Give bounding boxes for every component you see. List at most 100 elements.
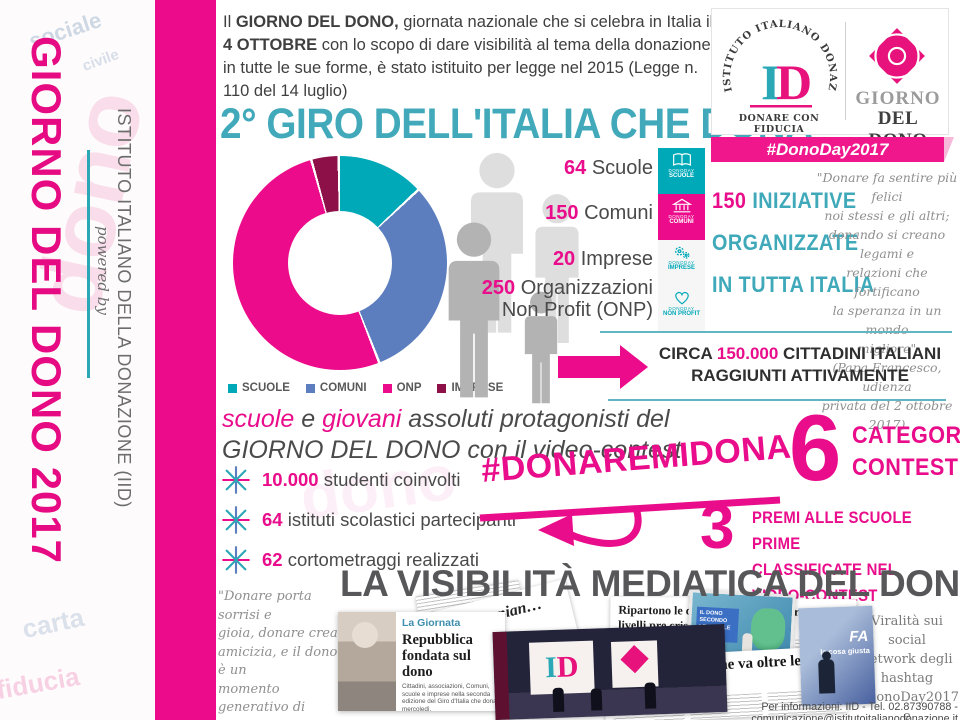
logo-monogram-d: D (776, 54, 812, 110)
legend-swatch-imprese (437, 383, 447, 393)
logo-monogram-i: I (761, 54, 780, 110)
bullet-label: studenti coinvolti (318, 469, 461, 490)
clipping-kicker: La Giornata (402, 617, 461, 629)
reach-statement: CIRCA 150.000 CITTADINI ITALIANI RAGGIUN… (650, 343, 950, 387)
stat-label: Imprese (575, 248, 653, 270)
stat-onp: 250 Organizzazioni (438, 277, 653, 300)
stat-value: 250 (481, 277, 516, 299)
tile-caption: DONODAY (668, 260, 695, 265)
giorno-del-dono-diamond-icon (869, 28, 925, 84)
heart-icon (674, 291, 689, 305)
stat-label: Comuni (578, 202, 653, 224)
legend-swatch-comuni (305, 383, 315, 393)
quote-line: privata del 2 ottobre 2017) (821, 398, 953, 432)
book-icon (672, 153, 691, 166)
bullet-cortometraggi: 62 cortometraggi realizzati (222, 546, 479, 574)
clipping-body: Cittadini, associazioni, Comuni, scuole … (402, 683, 499, 711)
social-line: network degli (861, 652, 953, 667)
donoday-ribbon: #DonoDay2017 (711, 137, 944, 162)
ribbon-fold (944, 137, 954, 162)
initiatives-text: INIZIATIVE (746, 188, 857, 213)
social-line: Viralità sui social (871, 614, 943, 648)
stat-label: Organizzazioni (515, 277, 653, 299)
category-tiles: DONODAY SCUOLE DONODAY COMUNI DONODAY IM… (658, 148, 705, 332)
quote-line: donando si creano legami e (828, 227, 946, 261)
initiatives-line1: 150 INIZIATIVE (712, 180, 875, 222)
bullet-studenti: 10.000 studenti coinvolti (222, 466, 461, 494)
categories-count: 6 (789, 395, 842, 500)
logo-tagline: DONARE CON FIDUCIA (738, 113, 820, 135)
mattarella-quote: "Donare porta sorrisi e gioia, donare cr… (218, 588, 340, 720)
organization-name-vertical: ISTITUTO ITALIANO DELLA DONAZIONE (IID) (114, 108, 134, 508)
gears-icon (674, 246, 689, 259)
initiatives-line2: ORGANIZZATE (712, 230, 859, 255)
intro-bold-date: 4 OTTOBRE (223, 36, 318, 54)
stage-curtain (492, 631, 510, 720)
tile-caption: DONODAY (668, 168, 695, 173)
quote-line: fiducia, e dunque di (218, 718, 340, 720)
stat-value: 64 (564, 157, 587, 179)
stage-id-panel: ID (528, 640, 595, 695)
bullet-number: 10.000 (262, 469, 319, 490)
tv-screenshot-fa: FA la cosa giusta (798, 605, 876, 707)
initiatives-block: 150 INIZIATIVE ORGANIZZATE IN TUTTA ITAL… (712, 180, 875, 306)
asterisk-icon (222, 506, 250, 534)
brand-giorno: GIORNO (855, 88, 941, 109)
prizes-count: 3 (700, 493, 735, 562)
clipping-headline: Repubblica fondata sul dono (402, 632, 473, 680)
right-arrow-icon (558, 356, 620, 378)
prizes-text: PREMI ALLE SCUOLE PRIME CLASSIFICATE NEL… (752, 505, 939, 609)
legend-swatch-scuole (228, 383, 237, 393)
clipping-text: La Giornata Repubblica fondata sul dono … (396, 612, 505, 711)
protagonists-line2: GIORNO DEL DONO con il video-contest (222, 436, 682, 464)
divider-line (608, 399, 946, 401)
tile-comuni: DONODAY COMUNI (658, 194, 705, 240)
stat-scuole: 64 Scuole (438, 157, 653, 180)
tile-caption: COMUNI (669, 219, 694, 225)
bullet-istituti: 64 istituti scolastici partecipanti (222, 506, 516, 534)
stat-imprese: 20 Imprese (438, 248, 653, 271)
stage-logo-d: D (556, 650, 580, 684)
magenta-accent-bar (155, 0, 216, 720)
tile-imprese: DONODAY IMPRESE (658, 240, 705, 286)
legend-swatch-onp (382, 383, 392, 393)
intro-text: con lo scopo di dare visibilità al tema … (223, 36, 711, 100)
contact-footer: Per informazioni: IID - Tel. 02.87390788… (751, 701, 958, 720)
legend-item: SCUOLE (228, 382, 290, 394)
left-sidebar: sociale civile dono carta fiducia GIORNO… (0, 0, 155, 720)
asterisk-icon (222, 466, 250, 494)
logo-underline (750, 105, 812, 108)
reach-line2: RAGGIUNTI ATTIVAMENTE (691, 366, 909, 385)
reach-text: CIRCA (658, 344, 717, 363)
protagonists-highlight: giovani (322, 405, 402, 433)
bullet-number: 64 (262, 509, 283, 530)
legend-label: ONP (396, 382, 422, 394)
quote-line: gioia, donare crea (218, 626, 338, 641)
contest-label: CONTEST (852, 454, 959, 481)
bullet-text: 62 cortometraggi realizzati (262, 549, 479, 571)
stat-label: Non Profit (ONP) (501, 299, 653, 321)
powered-by-label: powered by (94, 226, 112, 315)
quote-line: migliore" (857, 341, 917, 356)
pope-quote: "Donare fa sentire più felici noi stessi… (816, 168, 958, 434)
stat-comuni: 150 Comuni (438, 202, 653, 225)
initiatives-number: 150 (712, 188, 747, 213)
intro-bold-giorno: GIORNO DEL DONO, (235, 13, 399, 31)
quote-line: noi stessi e gli altri; (824, 208, 950, 223)
bullet-text: 10.000 studenti coinvolti (262, 469, 461, 491)
bullet-number: 62 (262, 549, 283, 570)
stat-label: Scuole (586, 157, 653, 179)
tile-caption: IMPRESE (667, 265, 695, 271)
legend-item: COMUNI (305, 382, 367, 394)
tv-set-decoration (749, 607, 787, 652)
protagonists-statement: scuole e giovani assoluti protagonisti d… (222, 404, 681, 466)
reach-line1: CIRCA 150.000 CITTADINI ITALIANI (650, 343, 950, 365)
social-line: #DonoDay2017 e (855, 690, 959, 720)
tile-caption: SCUOLE (668, 173, 694, 179)
bullet-label: istituti scolastici partecipanti (282, 509, 516, 530)
right-arrow-icon (620, 345, 648, 389)
tv-caption: FA (848, 627, 869, 646)
tile-non-profit: DONODAY NON PROFIT (658, 286, 705, 332)
bullet-label: cortometraggi realizzati (282, 549, 479, 570)
